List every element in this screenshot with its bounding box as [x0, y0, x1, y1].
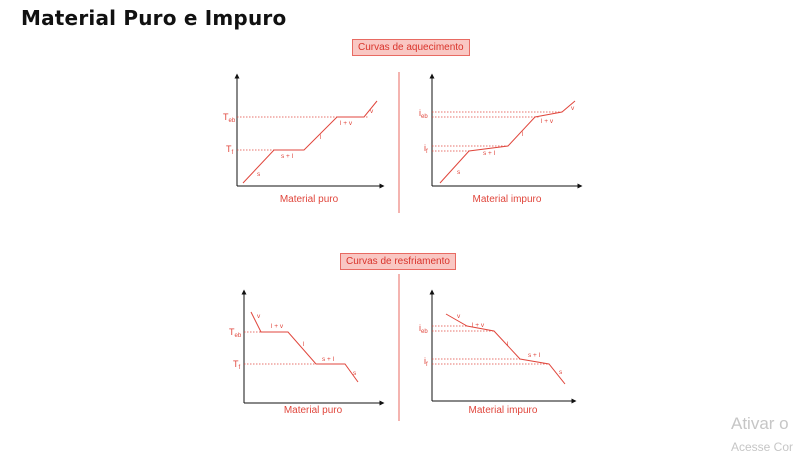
graph-cooling-pure: Teb Tf v l + v l s + l s Material puro	[229, 289, 385, 416]
graph-cooling-impure: ieb if v l + v l s + l s Material impuro	[419, 289, 577, 416]
activation-watermark-title: Ativar o	[731, 414, 789, 433]
caption: Material impuro	[469, 405, 538, 416]
ieb-label: ieb	[419, 108, 428, 120]
phase-s-l: s + l	[281, 153, 294, 160]
heating-curve	[439, 100, 576, 184]
caption: Material puro	[284, 405, 343, 416]
cooling-curve	[445, 313, 566, 385]
heating-curve	[242, 100, 378, 184]
phase-s-l: s + l	[483, 150, 496, 157]
cooling-curve	[250, 311, 359, 383]
phase-v: v	[571, 105, 575, 112]
phase-s-l: s + l	[528, 352, 541, 359]
phase-s: s	[457, 169, 461, 176]
phase-s: s	[559, 369, 563, 376]
phase-l: l	[522, 131, 524, 138]
phase-s: s	[353, 370, 357, 377]
page-title: Material Puro e Impuro	[21, 6, 287, 30]
tf-label: Tf	[226, 144, 234, 156]
phase-v: v	[457, 313, 461, 320]
phase-v: v	[257, 313, 261, 320]
phase-s-l: s + l	[322, 356, 335, 363]
activation-watermark-subtitle: Acesse Cor	[731, 440, 794, 454]
phase-l: l	[320, 134, 322, 141]
phase-v: v	[370, 108, 374, 115]
phase-l: l	[303, 341, 305, 348]
phase-l-v: l + v	[271, 323, 284, 330]
caption: Material puro	[280, 194, 339, 205]
phase-l-v: l + v	[541, 118, 554, 125]
if-label: if	[424, 356, 428, 368]
phase-l-v: l + v	[472, 322, 485, 329]
heating-curves-label: Curvas de aquecimento	[352, 39, 470, 56]
caption: Material impuro	[473, 194, 542, 205]
tf-label: Tf	[233, 359, 241, 371]
graph-heating-impure: ieb if s s + l l l + v v Material impuro	[419, 73, 583, 205]
ieb-label: ieb	[419, 323, 428, 335]
teb-label: Teb	[223, 112, 236, 124]
phase-l-v: l + v	[340, 120, 353, 127]
phase-l: l	[507, 341, 509, 348]
phase-s: s	[257, 171, 261, 178]
graph-heating-pure: Teb Tf s s + l l l + v v Material puro	[223, 73, 385, 205]
if-label: if	[424, 143, 428, 155]
cooling-curves-label: Curvas de resfriamento	[340, 253, 456, 270]
teb-label: Teb	[229, 327, 242, 339]
